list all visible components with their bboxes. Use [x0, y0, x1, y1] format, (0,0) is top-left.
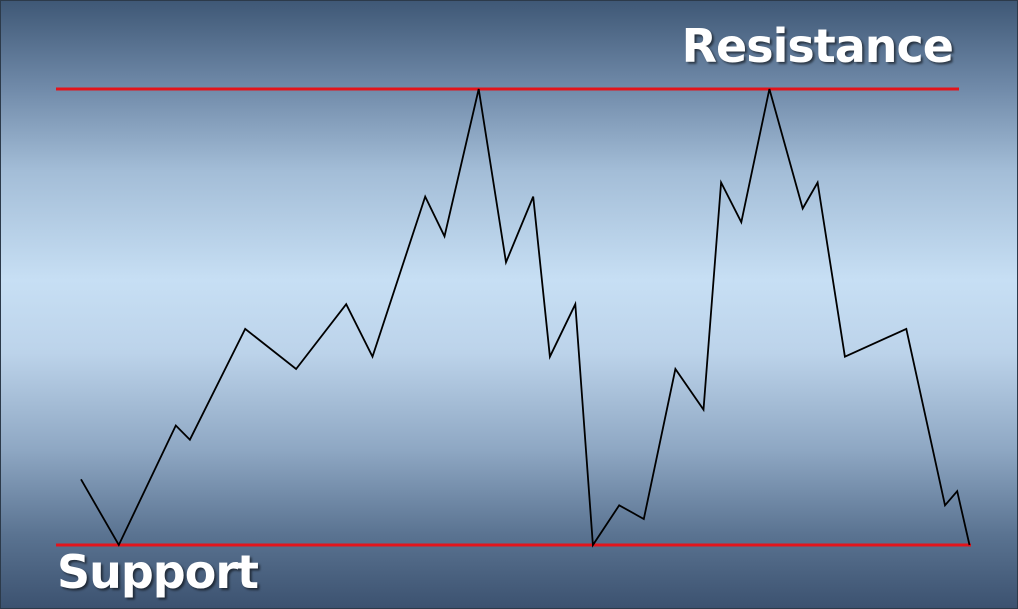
- resistance-label: Resistance: [681, 19, 954, 73]
- price-series-line: [80, 88, 971, 548]
- support-label: Support: [57, 545, 259, 599]
